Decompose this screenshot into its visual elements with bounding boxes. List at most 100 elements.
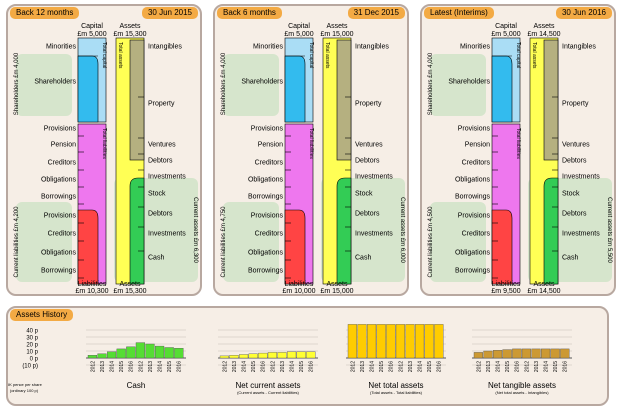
history-x-tick: 2014 <box>418 361 424 372</box>
shareholders-axis-label: Shareholders £m 4,000 <box>14 52 20 115</box>
history-bar <box>126 346 136 359</box>
history-x-tick: 2013 <box>360 361 366 372</box>
history-x-tick: 2016 <box>389 361 395 372</box>
history-x-tick: 2014 <box>242 361 248 372</box>
history-chart-title: Cash <box>127 381 146 390</box>
history-bar <box>238 354 249 359</box>
history-title: Assets History <box>10 309 74 321</box>
history-bar <box>560 348 570 359</box>
asset-item-label: Property <box>355 101 382 108</box>
history-x-tick: 2015 <box>251 361 257 372</box>
history-y-tick: 40 p <box>26 329 38 335</box>
history-x-tick: 2013 <box>232 361 238 372</box>
history-footnote: (ordinary 100 p) <box>10 388 39 393</box>
history-chart-subtitle: (Current assets - Current liabilities) <box>237 390 299 395</box>
total-liabilities-label: Total liabilities <box>101 128 107 159</box>
total-assets-label: Total assets <box>531 42 537 69</box>
history-bar <box>415 324 425 359</box>
liability-item-label: Minorities <box>46 44 76 51</box>
history-x-tick: 2013 <box>148 361 154 372</box>
asset-item-label: Investments <box>355 231 393 238</box>
history-x-tick: 2014 <box>370 361 376 372</box>
history-x-tick: 2012 <box>350 361 356 372</box>
history-bar <box>97 353 107 359</box>
history-bar <box>306 351 316 359</box>
liabilities-label: Liabilities <box>285 281 314 288</box>
current-liabilities-axis-label: Current liabilities £m 4,200 <box>14 206 20 278</box>
shareholders-zone <box>223 54 279 116</box>
history-y-tick: 30 p <box>26 336 38 342</box>
history-x-tick: 2013 <box>280 361 286 372</box>
shareholders-axis-label: Shareholders £m 4,000 <box>221 52 227 115</box>
history-x-tick: 2016 <box>261 361 267 372</box>
asset-item-label: Ventures <box>562 142 590 149</box>
liability-item-label: Creditors <box>48 160 77 167</box>
history-x-tick: 2012 <box>222 361 228 372</box>
history-footnote: UK pence per share <box>8 382 43 387</box>
current-liabilities-block <box>491 209 513 285</box>
current-assets-axis-label: Current assets £m 6,000 <box>399 197 405 263</box>
history-bar <box>424 324 434 359</box>
history-bar <box>229 355 239 359</box>
history-bar <box>248 353 258 359</box>
current-assets-axis-label: Current assets £m 5,500 <box>606 197 612 263</box>
asset-item-label: Debtors <box>355 211 380 218</box>
history-x-tick: 2013 <box>100 361 106 372</box>
history-x-tick: 2016 <box>437 361 443 372</box>
history-bar <box>347 324 358 359</box>
history-x-tick: 2012 <box>398 361 404 372</box>
current-assets-block <box>336 177 352 285</box>
asset-item-label: Intangibles <box>562 44 596 51</box>
history-x-tick: 2015 <box>553 361 559 372</box>
asset-item-label: Property <box>562 101 589 108</box>
asset-item-label: Ventures <box>355 142 383 149</box>
history-bar <box>512 348 522 359</box>
liability-item-label: Obligations <box>455 250 491 257</box>
history-bar <box>550 348 560 359</box>
history-x-tick: 2016 <box>129 361 135 372</box>
history-y-tick: (10 p) <box>22 364 38 370</box>
history-x-tick: 2013 <box>408 361 414 372</box>
asset-item-label: Cash <box>148 255 164 262</box>
history-x-tick: 2016 <box>177 361 183 372</box>
history-chart-subtitle: (Total assets - Total liabilities) <box>370 390 423 395</box>
liability-item-label: Obligations <box>455 177 491 184</box>
asset-item-label: Cash <box>355 255 371 262</box>
history-bar <box>405 324 415 359</box>
history-bar <box>493 350 503 359</box>
balance-panel-back-12-months: Back 12 months 30 Jun 2015 Capital £m 5,0… <box>6 4 202 296</box>
liabilities-amount: £m 10,300 <box>75 288 108 294</box>
history-x-tick: 2014 <box>110 361 116 372</box>
assets-bottom-amount: £m 15,000 <box>320 288 353 294</box>
liability-item-label: Obligations <box>248 250 284 257</box>
total-assets-label: Total assets <box>117 42 123 69</box>
liability-item-label: Provisions <box>458 213 491 220</box>
capital-label: Capital <box>495 23 517 30</box>
history-bar <box>287 351 297 359</box>
liability-item-label: Minorities <box>460 44 490 51</box>
history-bar <box>502 349 512 359</box>
assets-label: Assets <box>119 23 141 30</box>
history-x-tick: 2012 <box>270 361 276 372</box>
liability-item-label: Minorities <box>253 44 283 51</box>
capital-label: Capital <box>288 23 310 30</box>
total-liabilities-label: Total liabilities <box>515 128 521 159</box>
assets-amount: £m 14,500 <box>527 31 560 38</box>
history-x-tick: 2013 <box>486 361 492 372</box>
liabilities-amount: £m 10,000 <box>282 288 315 294</box>
history-bar <box>87 355 98 359</box>
history-y-tick: 0 p <box>30 357 39 363</box>
history-x-tick: 2012 <box>138 361 144 372</box>
liabilities-amount: £m 9,500 <box>491 288 520 294</box>
history-bar <box>541 348 551 359</box>
capital-amount: £m 5,000 <box>77 31 106 38</box>
asset-item-label: Debtors <box>562 211 587 218</box>
history-x-tick: 2012 <box>476 361 482 372</box>
total-liabilities-label: Total liabilities <box>308 128 314 159</box>
current-assets-block <box>129 177 145 285</box>
panel-date: 31 Dec 2015 <box>347 7 405 19</box>
panel-period: Back 12 months <box>10 7 80 19</box>
history-bar <box>434 324 444 359</box>
